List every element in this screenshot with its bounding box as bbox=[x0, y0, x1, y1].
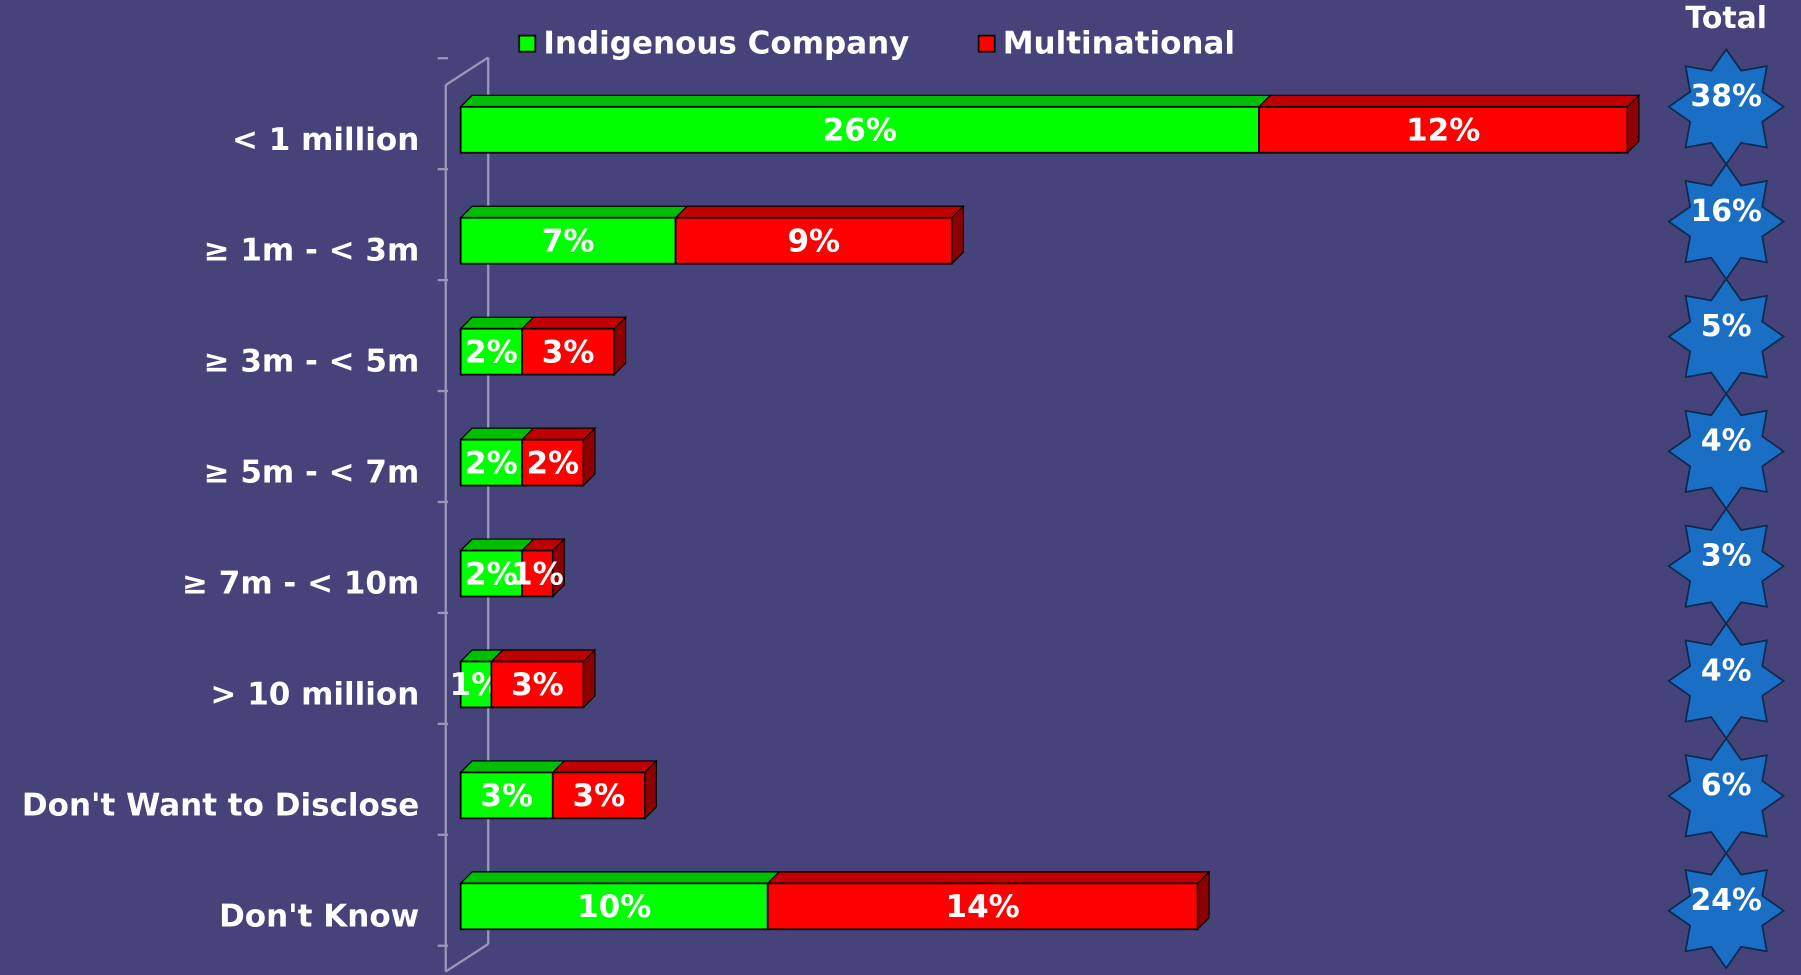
bar bbox=[766, 882, 1199, 931]
total-label: 6% bbox=[1701, 768, 1752, 803]
total-label: 5% bbox=[1701, 309, 1752, 344]
value-label: 10% bbox=[577, 889, 651, 925]
bar-side bbox=[951, 204, 964, 266]
bar bbox=[459, 882, 769, 931]
bar-segment bbox=[551, 759, 658, 820]
bar-top bbox=[459, 94, 1272, 108]
bar-top bbox=[489, 649, 597, 663]
total-label: 4% bbox=[1701, 653, 1752, 688]
bar-top bbox=[1257, 94, 1641, 108]
bar-top bbox=[459, 760, 566, 773]
total-label: 3% bbox=[1701, 538, 1752, 573]
bar bbox=[521, 438, 585, 487]
value-label: 2% bbox=[526, 445, 579, 481]
bar-side bbox=[1626, 93, 1640, 155]
bar-side bbox=[1197, 870, 1210, 931]
bar-segment bbox=[1257, 93, 1641, 155]
total-label: 16% bbox=[1690, 194, 1761, 229]
bar bbox=[459, 327, 523, 376]
value-label: 3% bbox=[480, 778, 533, 814]
bar-segment bbox=[489, 648, 597, 709]
legend-label: Multinational bbox=[1003, 25, 1235, 61]
bar-side bbox=[582, 648, 596, 709]
bar bbox=[521, 327, 616, 376]
bar-top bbox=[459, 316, 535, 330]
value-label: 7% bbox=[542, 224, 595, 260]
bar-segment bbox=[520, 315, 628, 376]
value-label: 3% bbox=[573, 778, 626, 814]
bar-top bbox=[459, 538, 535, 552]
bar-side bbox=[644, 759, 657, 820]
bar-top bbox=[766, 871, 1211, 884]
bar bbox=[490, 660, 585, 709]
value-label: 26% bbox=[823, 113, 897, 149]
value-label: 14% bbox=[946, 889, 1020, 925]
category-label: ≥ 5m - < 7m bbox=[204, 455, 420, 491]
total-label: 4% bbox=[1701, 424, 1752, 459]
bar bbox=[674, 216, 953, 265]
value-label: 9% bbox=[787, 224, 840, 260]
bar-segment bbox=[459, 538, 535, 598]
bar-top bbox=[459, 427, 535, 441]
total-badge bbox=[1667, 851, 1786, 970]
bar-top bbox=[520, 316, 628, 330]
bar-segment bbox=[459, 94, 1272, 154]
category-label: ≥ 1m - < 3m bbox=[204, 233, 420, 269]
bar-side bbox=[613, 315, 627, 376]
value-label: 3% bbox=[542, 334, 595, 370]
value-label: 12% bbox=[1406, 113, 1480, 149]
bar-segment bbox=[459, 760, 566, 820]
bar-segment bbox=[459, 649, 505, 709]
bar bbox=[459, 660, 493, 709]
bar bbox=[459, 438, 523, 487]
bar-segment bbox=[766, 870, 1211, 931]
legend-label: Indigenous Company bbox=[543, 25, 909, 61]
bar bbox=[1258, 105, 1629, 154]
total-title: Total bbox=[1685, 1, 1767, 36]
total-label: 38% bbox=[1690, 79, 1761, 114]
bar-top bbox=[459, 205, 689, 219]
value-label: 2% bbox=[465, 445, 518, 481]
category-label: ≥ 3m - < 5m bbox=[204, 344, 420, 380]
bar-segment bbox=[674, 204, 965, 266]
bar-segment bbox=[459, 205, 689, 265]
bar-segment bbox=[520, 537, 566, 598]
bar-segment bbox=[459, 427, 535, 487]
bar bbox=[459, 105, 1260, 154]
bar-segment bbox=[520, 426, 597, 487]
bar bbox=[551, 771, 646, 820]
value-label: 2% bbox=[465, 556, 518, 592]
bar-top bbox=[520, 427, 597, 441]
total-label: 24% bbox=[1690, 883, 1761, 918]
bar-top bbox=[551, 760, 658, 773]
value-label: 2% bbox=[465, 334, 518, 370]
bar-side bbox=[582, 426, 596, 487]
bar bbox=[459, 216, 677, 265]
legend-swatch bbox=[518, 34, 537, 53]
category-label: ≥ 7m - < 10m bbox=[182, 565, 419, 601]
bar-top bbox=[674, 205, 965, 219]
bar-top bbox=[459, 871, 781, 884]
bar-segment bbox=[459, 871, 781, 931]
category-label: Don't Know bbox=[219, 898, 419, 934]
bar-side bbox=[552, 537, 565, 598]
bar bbox=[459, 549, 523, 598]
category-label: > 10 million bbox=[210, 676, 419, 712]
value-label: 1% bbox=[511, 556, 564, 592]
legend-swatch bbox=[977, 34, 996, 53]
bar-segment bbox=[459, 316, 535, 376]
category-label: < 1 million bbox=[232, 122, 419, 158]
category-label: Don't Want to Disclose bbox=[22, 787, 419, 823]
value-label: 3% bbox=[511, 667, 564, 703]
bar bbox=[459, 771, 554, 820]
